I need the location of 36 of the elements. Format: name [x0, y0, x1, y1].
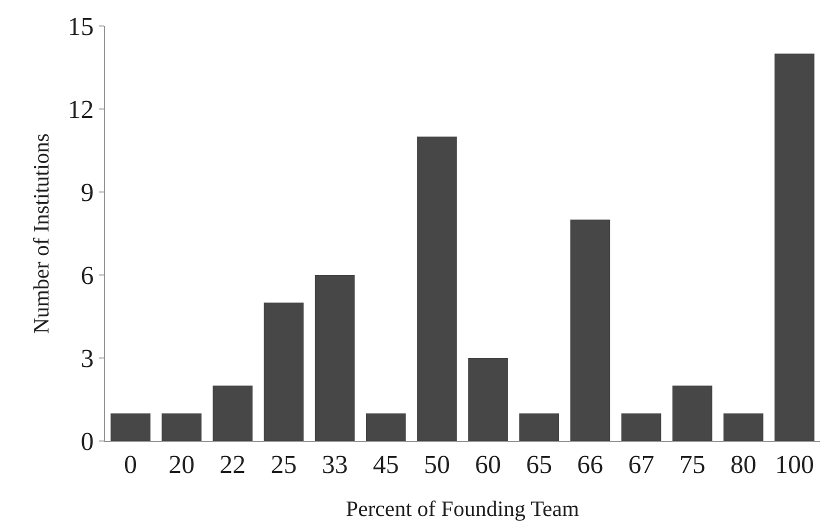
bar — [417, 136, 457, 441]
y-tick-label: 9 — [80, 178, 94, 208]
bar — [314, 275, 355, 441]
y-tick-label: 3 — [80, 344, 94, 374]
x-tick-label: 100 — [774, 450, 814, 480]
bar — [570, 220, 610, 441]
x-tick-label: 66 — [577, 450, 604, 480]
y-tick-label: 6 — [80, 261, 94, 290]
x-tick-label: 60 — [475, 450, 502, 480]
bar — [723, 413, 764, 441]
x-tick-label: 50 — [424, 450, 450, 480]
bar — [774, 54, 814, 441]
bar — [366, 413, 406, 441]
bar — [519, 413, 560, 441]
y-axis-title: Number of Institutions — [28, 133, 54, 334]
bar — [468, 358, 508, 441]
x-tick-label: 33 — [322, 450, 348, 480]
bar — [672, 386, 712, 441]
x-tick-label: 65 — [526, 450, 552, 480]
bar — [212, 386, 253, 441]
x-tick-label: 20 — [168, 450, 195, 480]
y-tick-label: 12 — [68, 95, 94, 124]
bar — [110, 413, 150, 441]
x-tick-label: 22 — [220, 450, 246, 480]
x-axis-title: Percent of Founding Team — [346, 496, 580, 522]
y-tick-label: 15 — [68, 12, 94, 42]
x-tick-label: 25 — [270, 450, 297, 480]
bar — [264, 302, 304, 441]
x-tick-label: 0 — [124, 450, 138, 480]
x-tick-label: 67 — [628, 450, 654, 480]
x-tick-label: 75 — [679, 450, 706, 480]
bar — [162, 413, 202, 441]
x-tick-label: 45 — [372, 450, 399, 480]
y-tick-label: 0 — [80, 427, 94, 456]
x-tick-label: 80 — [730, 450, 756, 480]
bar — [621, 413, 662, 441]
